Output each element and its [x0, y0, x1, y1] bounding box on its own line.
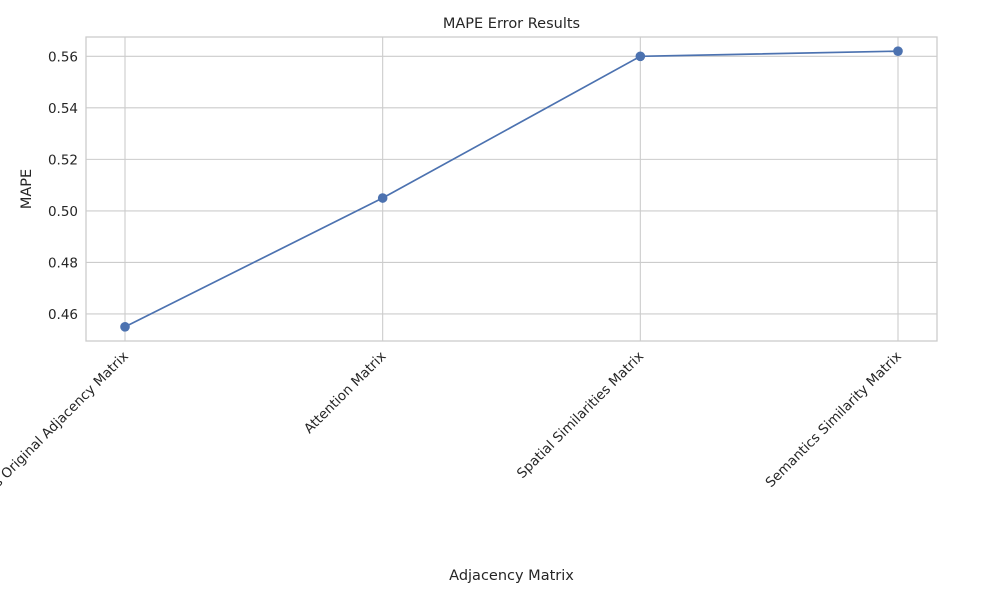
- y-tick-label: 0.54: [48, 101, 78, 117]
- data-point: [120, 322, 130, 332]
- series-layer: [120, 46, 903, 332]
- y-tick-label: 0.52: [48, 152, 78, 168]
- y-axis-label: MAPE: [19, 169, 35, 209]
- grid: [86, 37, 937, 341]
- x-axis-label: Adjacency Matrix: [449, 568, 574, 584]
- data-point: [893, 46, 903, 56]
- data-point: [635, 51, 646, 62]
- y-tick-label: 0.56: [48, 49, 78, 65]
- x-tick-label: BysGNN's Original Adjacency Matrix: [0, 349, 132, 532]
- x-tick-label: Semantics Similarity Matrix: [763, 349, 905, 491]
- x-tick-label: Spatial Similarities Matrix: [514, 349, 647, 482]
- y-tick-label: 0.50: [48, 204, 78, 220]
- x-tick-label: Attention Matrix: [301, 349, 389, 437]
- y-tick-label: 0.48: [48, 255, 78, 271]
- tick-labels: BysGNN's Original Adjacency Matrix Attent…: [0, 49, 905, 531]
- plot-frame: [85, 36, 938, 342]
- chart-title: MAPE Error Results: [443, 16, 580, 32]
- data-point: [377, 193, 388, 203]
- series-line: [124, 50, 899, 328]
- y-tick-label: 0.46: [48, 307, 78, 323]
